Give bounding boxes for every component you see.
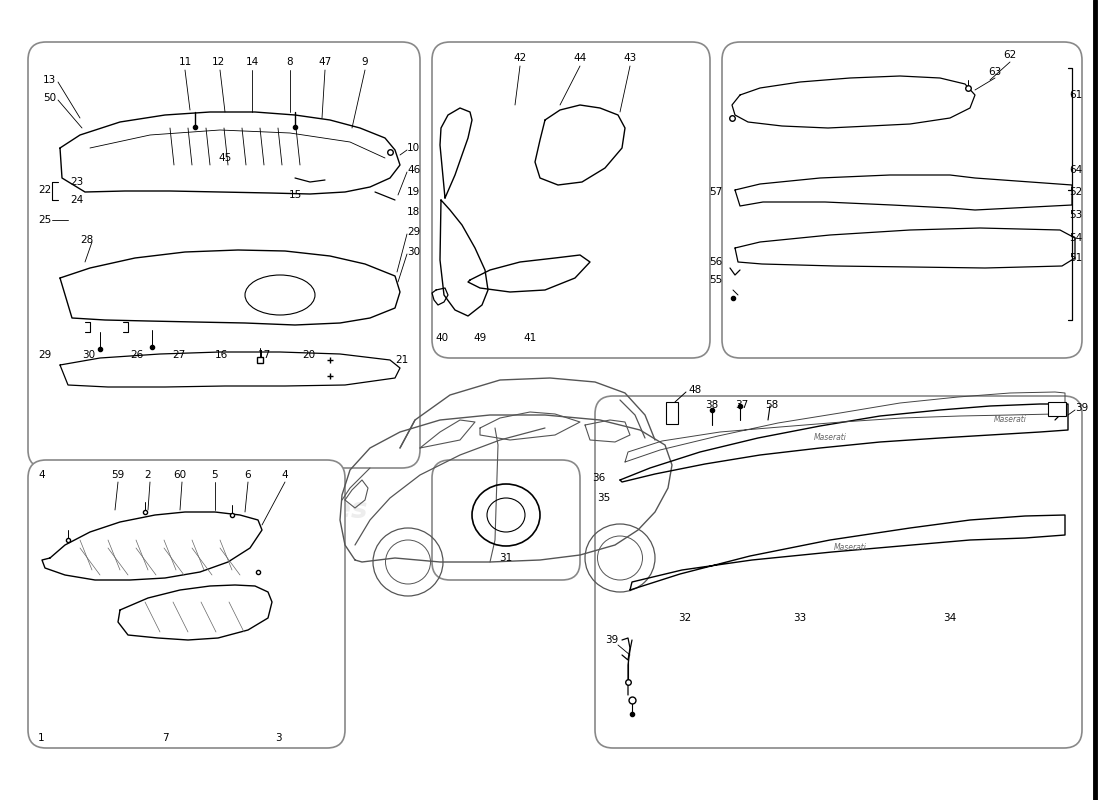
Text: 4: 4 xyxy=(282,470,288,480)
Text: 62: 62 xyxy=(1003,50,1016,60)
Text: 59: 59 xyxy=(111,470,124,480)
Text: 34: 34 xyxy=(944,613,957,623)
Text: 24: 24 xyxy=(70,195,84,205)
Text: 3: 3 xyxy=(275,733,282,743)
Text: 44: 44 xyxy=(573,53,586,63)
Text: 1: 1 xyxy=(39,733,45,743)
FancyBboxPatch shape xyxy=(595,396,1082,748)
Text: 49: 49 xyxy=(473,333,486,343)
Text: eurospares: eurospares xyxy=(733,506,908,534)
Text: 50: 50 xyxy=(43,93,56,103)
FancyBboxPatch shape xyxy=(722,42,1082,358)
FancyBboxPatch shape xyxy=(28,42,420,468)
FancyBboxPatch shape xyxy=(432,42,710,358)
Text: 7: 7 xyxy=(162,733,168,743)
Text: 43: 43 xyxy=(624,53,637,63)
Text: 33: 33 xyxy=(793,613,806,623)
Text: 63: 63 xyxy=(989,67,1002,77)
Text: 8: 8 xyxy=(287,57,294,67)
Text: 17: 17 xyxy=(258,350,272,360)
Text: 51: 51 xyxy=(1069,253,1082,263)
Text: 4: 4 xyxy=(39,470,45,480)
FancyBboxPatch shape xyxy=(432,460,580,580)
Text: 53: 53 xyxy=(1069,210,1082,220)
Text: 20: 20 xyxy=(302,350,315,360)
Text: 9: 9 xyxy=(362,57,369,67)
Text: 36: 36 xyxy=(592,473,605,483)
Bar xyxy=(1048,402,1066,416)
Text: 56: 56 xyxy=(708,257,722,267)
Text: 19: 19 xyxy=(407,187,420,197)
Text: 39: 39 xyxy=(605,635,618,645)
Text: 14: 14 xyxy=(245,57,258,67)
Text: 38: 38 xyxy=(705,400,718,410)
Text: 39: 39 xyxy=(1075,403,1088,413)
Text: 60: 60 xyxy=(174,470,187,480)
Text: 42: 42 xyxy=(514,53,527,63)
Text: 15: 15 xyxy=(288,190,301,200)
Text: 57: 57 xyxy=(708,187,722,197)
Text: 32: 32 xyxy=(679,613,692,623)
Text: 46: 46 xyxy=(407,165,420,175)
Text: 22: 22 xyxy=(39,185,52,195)
Text: 29: 29 xyxy=(407,227,420,237)
Text: 16: 16 xyxy=(214,350,229,360)
Text: Maserati: Maserati xyxy=(814,434,846,442)
Text: 11: 11 xyxy=(178,57,191,67)
Text: 29: 29 xyxy=(39,350,52,360)
Text: 18: 18 xyxy=(407,207,420,217)
Text: 6: 6 xyxy=(244,470,251,480)
Text: 30: 30 xyxy=(407,247,420,257)
Text: 64: 64 xyxy=(1069,165,1082,175)
Text: 31: 31 xyxy=(499,553,513,563)
Text: 61: 61 xyxy=(1069,90,1082,100)
Text: 55: 55 xyxy=(708,275,722,285)
Text: 54: 54 xyxy=(1069,233,1082,243)
Bar xyxy=(666,402,678,424)
Text: 35: 35 xyxy=(596,493,611,503)
Text: 27: 27 xyxy=(172,350,185,360)
Text: 41: 41 xyxy=(524,333,537,343)
Text: 30: 30 xyxy=(82,350,95,360)
Text: 58: 58 xyxy=(766,400,779,410)
Text: 45: 45 xyxy=(219,153,232,163)
Text: 12: 12 xyxy=(211,57,224,67)
Text: 47: 47 xyxy=(318,57,331,67)
Text: 25: 25 xyxy=(39,215,52,225)
Text: 48: 48 xyxy=(689,385,702,395)
Text: 26: 26 xyxy=(130,350,143,360)
Text: 2: 2 xyxy=(145,470,152,480)
Text: Maserati: Maserati xyxy=(834,543,867,553)
Text: 52: 52 xyxy=(1069,187,1082,197)
Text: 21: 21 xyxy=(395,355,408,365)
Text: 10: 10 xyxy=(407,143,420,153)
Text: Maserati: Maserati xyxy=(993,415,1026,425)
Text: 23: 23 xyxy=(70,177,84,187)
Text: 28: 28 xyxy=(80,235,94,245)
Text: 37: 37 xyxy=(736,400,749,410)
FancyBboxPatch shape xyxy=(28,460,345,748)
Text: 13: 13 xyxy=(43,75,56,85)
Text: 40: 40 xyxy=(436,333,449,343)
Text: eurospares: eurospares xyxy=(192,496,367,524)
Text: 5: 5 xyxy=(211,470,218,480)
